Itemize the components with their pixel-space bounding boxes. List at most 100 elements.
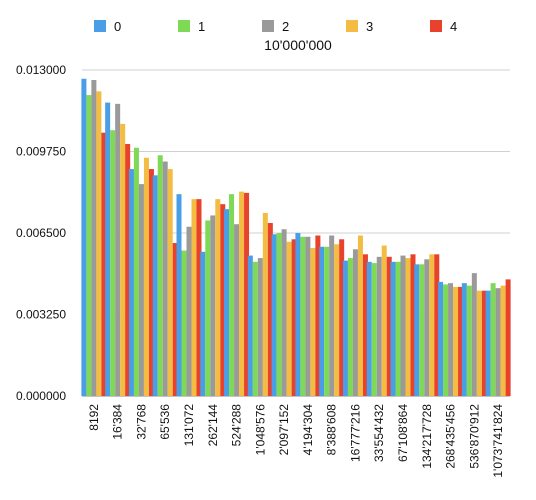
bar <box>252 261 258 396</box>
bar <box>191 199 197 396</box>
x-tick-label: 32'768 <box>134 404 148 440</box>
bar <box>157 155 163 396</box>
x-tick-label: 1'073'741'824 <box>491 404 505 478</box>
bar <box>485 290 491 396</box>
bar <box>329 235 335 396</box>
bar <box>352 249 358 396</box>
bar <box>357 235 363 396</box>
bar <box>419 264 425 396</box>
bar <box>366 261 372 396</box>
bar <box>215 199 221 396</box>
bar <box>176 194 182 396</box>
bar <box>86 95 92 397</box>
legend-swatch-1 <box>178 20 190 32</box>
bar <box>334 244 340 396</box>
x-tick-label: 1'048'576 <box>253 404 267 456</box>
x-tick-label: 134'217'728 <box>420 404 434 469</box>
bar <box>181 250 187 396</box>
x-tick-label: 536'870'912 <box>467 404 481 469</box>
x-tick-label: 262'144 <box>206 404 220 447</box>
legend-swatch-2 <box>262 20 274 32</box>
bar <box>448 283 454 396</box>
bar <box>495 288 501 396</box>
bar <box>476 290 482 396</box>
bar <box>125 143 131 396</box>
bar <box>286 241 292 396</box>
bar <box>371 263 377 396</box>
bar <box>167 169 173 396</box>
legend-label-3: 3 <box>366 19 373 34</box>
bar <box>143 157 149 396</box>
y-tick-label: 0.003250 <box>16 308 66 322</box>
bar <box>128 169 134 396</box>
x-tick-label: 524'288 <box>230 404 244 447</box>
bar <box>386 256 392 396</box>
bar <box>505 279 511 396</box>
bar <box>234 224 240 396</box>
bar <box>267 222 273 396</box>
bar <box>281 229 287 396</box>
bar <box>224 209 230 396</box>
bar <box>186 226 192 396</box>
bar <box>210 215 216 396</box>
legend-swatch-0 <box>94 20 106 32</box>
bar <box>443 284 449 396</box>
bar <box>458 286 464 396</box>
x-tick-label: 2'097'152 <box>277 404 291 456</box>
bar <box>339 239 345 396</box>
legend-label-0: 0 <box>114 19 121 34</box>
bars <box>81 78 511 397</box>
x-tick-label: 65'536 <box>158 404 172 440</box>
bar <box>490 283 496 396</box>
x-tick-label: 67'108'864 <box>396 404 410 462</box>
bar <box>115 103 121 396</box>
bar <box>105 102 111 396</box>
bar <box>400 255 406 396</box>
bar <box>429 254 435 396</box>
legend-swatch-4 <box>430 20 442 32</box>
bar <box>91 80 97 397</box>
bar <box>381 245 387 396</box>
bar <box>453 286 459 396</box>
legend: 0 1 2 3 4 <box>94 19 457 34</box>
bar <box>376 256 382 396</box>
bar <box>200 251 206 396</box>
bar <box>148 169 154 396</box>
x-tick-label: 8'388'608 <box>325 404 339 456</box>
x-tick-label: 33'554'432 <box>372 404 386 462</box>
bar <box>101 132 107 396</box>
bar <box>424 259 430 396</box>
bar <box>461 283 467 396</box>
bar <box>229 194 235 396</box>
bar <box>342 260 348 396</box>
bar <box>438 281 444 396</box>
bar <box>257 258 263 396</box>
y-tick-label: 0.000000 <box>16 389 66 403</box>
x-tick-label: 131'072 <box>182 404 196 447</box>
bar <box>172 243 178 396</box>
legend-label-1: 1 <box>198 19 205 34</box>
x-tick-label: 4'194'304 <box>301 404 315 456</box>
bar <box>81 78 87 397</box>
bar <box>300 236 306 396</box>
bar <box>347 258 353 396</box>
bar <box>96 91 102 397</box>
bar <box>395 261 401 396</box>
legend-label-4: 4 <box>450 19 457 34</box>
bar <box>471 273 477 396</box>
x-tick-label: 16'384 <box>111 404 125 440</box>
y-tick-label: 0.013000 <box>16 63 66 77</box>
bar <box>305 236 311 396</box>
bar <box>247 255 253 396</box>
bar <box>434 254 440 396</box>
x-tick-label: 268'435'456 <box>444 404 458 469</box>
bar <box>362 254 368 396</box>
bar <box>196 199 202 396</box>
bar <box>244 192 250 396</box>
bar <box>500 285 506 396</box>
bar <box>295 233 301 396</box>
bar <box>276 233 282 396</box>
y-tick-label: 0.009750 <box>16 145 66 159</box>
bar <box>205 220 211 396</box>
